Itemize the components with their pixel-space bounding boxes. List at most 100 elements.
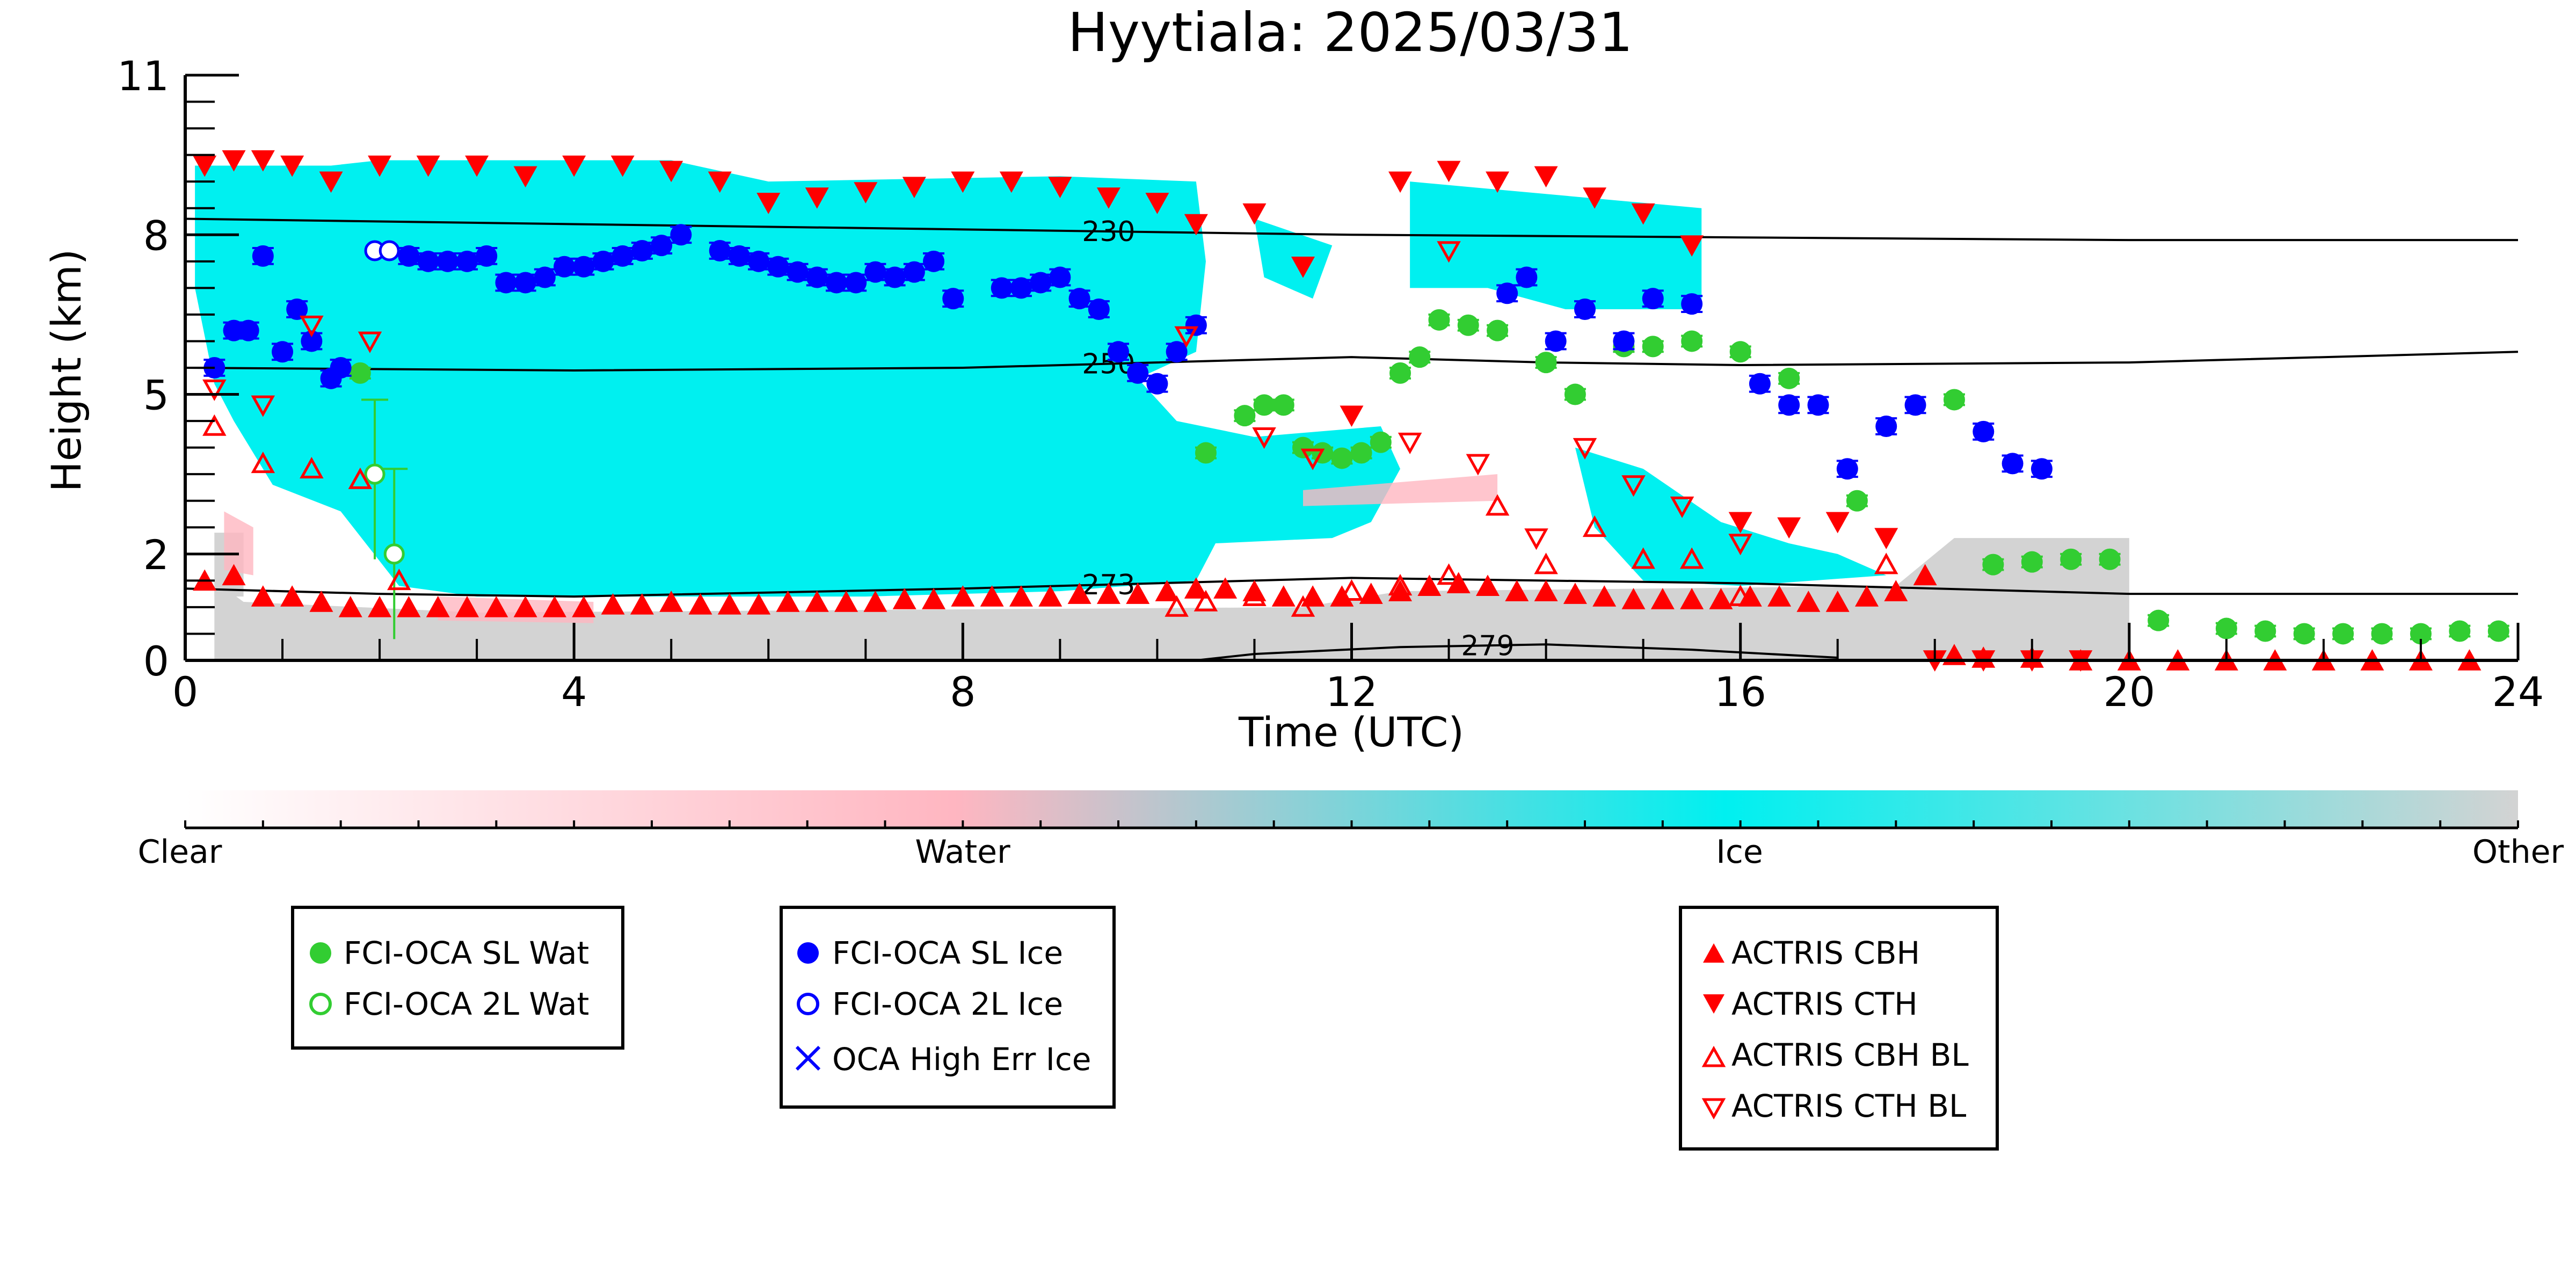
actris-cbh-point-28	[1009, 585, 1033, 607]
legend-marker-cbh	[1703, 943, 1724, 963]
x-tick-label-4: 4	[561, 668, 587, 716]
fci-oca-sl-ice-point-57	[1807, 394, 1829, 416]
fci-oca-sl-wat-point-5	[1292, 436, 1314, 459]
fci-oca-sl-ice-point-50	[1545, 330, 1567, 352]
actris-cbh-point-33	[1155, 580, 1179, 601]
fci-oca-sl-wat-point-35	[2449, 620, 2471, 642]
fci-oca-sl-wat-point-30	[2254, 620, 2276, 642]
actris-cth-bl-point-9	[1466, 454, 1490, 476]
actris-cbh-point-3	[280, 585, 304, 607]
legend-label-sl-wat: FCI-OCA SL Wat	[344, 935, 589, 971]
contour-line-230	[185, 217, 2518, 242]
legend-marker-2l-ice	[797, 993, 819, 1015]
colorbar-label-water: Water	[915, 833, 1010, 871]
fci-oca-sl-wat-point-16	[1564, 383, 1586, 405]
x-tick-label-8: 8	[950, 668, 976, 716]
fci-oca-sl-wat-point-13	[1457, 314, 1479, 336]
actris-cbh-point-23	[863, 591, 887, 612]
fci-oca-sl-ice-point-4	[272, 341, 294, 363]
fci-oca-sl-ice-point-37	[991, 277, 1013, 299]
actris-cbh-point-37	[1271, 585, 1296, 607]
fci-oca-sl-ice-point-10	[417, 250, 439, 272]
actris-cbh-point-32	[1126, 583, 1150, 604]
fci-oca-sl-ice-point-21	[631, 240, 653, 261]
actris-cth-point-16	[902, 177, 926, 198]
fci-oca-sl-ice-point-43	[1108, 341, 1129, 363]
actris-cth-point-25	[1340, 405, 1364, 427]
fci-oca-sl-ice-point-39	[1030, 272, 1052, 294]
contour-label-279: 279	[1461, 630, 1514, 662]
actris-cbh-point-47	[1563, 583, 1587, 604]
fci-oca-sl-wat-point-29	[2215, 617, 2237, 639]
actris-cth-point-1	[222, 150, 246, 172]
actris-cbh-point-46	[1534, 580, 1558, 601]
fci-oca-sl-wat-point-11	[1409, 346, 1431, 368]
fci-oca-sl-wat-point-24	[1982, 554, 2004, 576]
actris-cbh-point-27	[980, 585, 1004, 607]
actris-cth-point-19	[1048, 177, 1072, 198]
legend-marker-sl-wat	[310, 942, 331, 964]
fci-oca-sl-wat-point-3	[1253, 394, 1275, 416]
legend-marker-cbh-bl	[1701, 1045, 1726, 1067]
fci-oca-sl-wat-point-28	[2148, 609, 2170, 631]
fci-oca-sl-wat-point-15	[1535, 352, 1557, 374]
actris-cbh-point-6	[368, 596, 392, 617]
fci-oca-sl-wat-point-12	[1428, 309, 1450, 331]
actris-cth-point-3	[280, 155, 304, 177]
fci-oca-sl-ice-point-32	[864, 261, 886, 283]
actris-cbh-point-58	[1884, 580, 1908, 601]
actris-cth-point-31	[1631, 203, 1655, 225]
ice-cloud-region-2	[1410, 181, 1702, 309]
actris-cbh-point-17	[688, 593, 712, 615]
chart-title: Hyytiala: 2025/03/31	[1068, 1, 1633, 64]
actris-cbh-bl-point-8	[1291, 595, 1315, 617]
actris-cth-point-32	[1680, 235, 1704, 257]
actris-cbh-point-49	[1621, 588, 1646, 609]
fci-oca-sl-wat-point-0	[349, 362, 371, 384]
fci-oca-sl-wat-point-23	[1943, 389, 1965, 411]
x-tick-label-0: 0	[172, 668, 198, 716]
actris-cbh-point-55	[1796, 591, 1821, 612]
actris-cbh-bl-point-14	[1582, 515, 1607, 537]
fci-oca-sl-ice-point-12	[456, 250, 478, 272]
fci-oca-sl-wat-point-25	[2021, 551, 2043, 573]
contour-line-279	[1196, 643, 1838, 661]
actris-cth-point-21	[1145, 193, 1169, 214]
colorbar-label-clear: Clear	[138, 833, 222, 871]
actris-cth-point-24	[1291, 257, 1315, 278]
fci-oca-sl-ice-point-14	[495, 272, 517, 294]
actris-cbh-point-29	[1038, 585, 1063, 607]
legend-water: FCI-OCA SL Wat FCI-OCA 2L Wat	[291, 906, 624, 1050]
fci-oca-sl-wat-point-1	[1195, 442, 1217, 464]
actris-cbh-point-25	[922, 588, 946, 609]
actris-cbh-point-1	[222, 564, 246, 586]
actris-cbh-point-36	[1242, 580, 1267, 601]
actris-cbh-point-16	[659, 591, 683, 612]
actris-cbh-bl-point-6	[1194, 590, 1218, 612]
fci-oca-sl-wat-point-27	[2099, 548, 2121, 570]
actris-cth-bl-point-0	[202, 379, 227, 401]
actris-cth-point-7	[465, 155, 489, 177]
actris-cbh-point-30	[1067, 583, 1091, 604]
fci-oca-sl-ice-point-52	[1613, 330, 1635, 352]
fci-oca-sl-wat-point-10	[1389, 362, 1411, 384]
actris-cth-point-6	[416, 155, 440, 177]
fci-oca-sl-ice-point-49	[1516, 266, 1538, 288]
actris-cbh-point-38	[1301, 585, 1325, 607]
fci-oca-sl-ice-point-60	[1904, 394, 1926, 416]
actris-cbh-bl-point-1	[251, 452, 275, 474]
actris-cth-bl-point-7	[1398, 432, 1422, 454]
actris-cth-point-9	[562, 155, 586, 177]
actris-cth-bl-point-12	[1621, 475, 1646, 497]
fci-oca-sl-ice-point-36	[942, 288, 964, 310]
fci-oca-sl-ice-point-40	[1049, 266, 1071, 288]
fci-oca-sl-ice-point-34	[903, 261, 925, 283]
fci-oca-sl-wat-point-32	[2332, 623, 2354, 645]
actris-cth-point-14	[805, 187, 829, 209]
legend-label-2l-wat: FCI-OCA 2L Wat	[344, 986, 589, 1022]
legend-water-frame	[291, 906, 624, 1050]
fci-oca-sl-wat-point-33	[2371, 623, 2393, 645]
actris-cth-bl-point-13	[1670, 496, 1694, 518]
fci-oca-sl-ice-point-44	[1127, 362, 1149, 384]
